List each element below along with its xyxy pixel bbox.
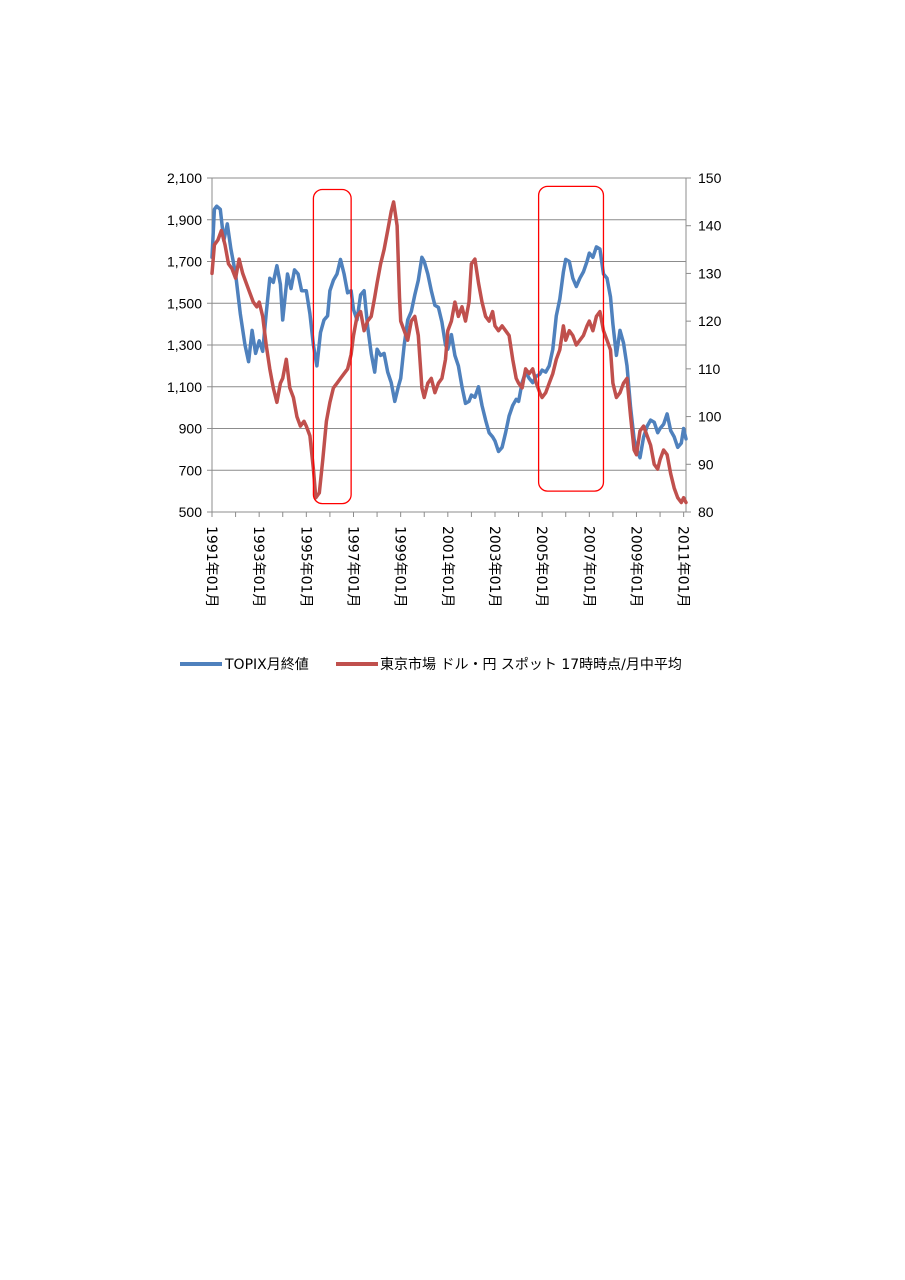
axes — [207, 177, 691, 517]
x-axis-tick-labels: 1991年01月 1993年01月 1995年01月 1997年01月 1999年01月… — [203, 526, 691, 607]
left-axis-tick-label: 2,100 — [167, 170, 202, 186]
x-axis-tick-label: 2007年01月 — [580, 526, 596, 607]
highlight-box-1 — [312, 188, 352, 505]
x-axis-tick-label: 2003年01月 — [486, 526, 502, 607]
series-lines — [210, 200, 688, 505]
left-axis-tick-label: 700 — [179, 462, 203, 478]
x-axis-tick-label: 1991年01月 — [203, 526, 219, 607]
right-axis-tick-label: 100 — [698, 409, 722, 425]
right-axis-tick-label: 140 — [698, 218, 722, 234]
x-axis-tick-label: 1997年01月 — [344, 526, 360, 607]
right-axis-tick-label: 80 — [698, 504, 714, 520]
left-axis-tick-label: 900 — [179, 421, 203, 437]
right-axis-tick-labels: 80 90 100 110 120 130 140 150 — [698, 170, 722, 520]
left-axis-tick-label: 1,300 — [167, 337, 202, 353]
left-axis-tick-label: 1,900 — [167, 212, 202, 228]
series-line-usdjpy — [210, 200, 688, 505]
legend-label-topix: TOPIX月終値 — [224, 657, 309, 673]
left-axis-tick-labels: 500 700 900 1,100 1,300 1,500 1,700 1,900 2,100 — [167, 170, 202, 520]
right-axis-tick-label: 110 — [698, 361, 721, 377]
legend-label-usdjpy: 東京市場 ドル・円 スポット 17時時点/月中平均 — [380, 656, 682, 673]
highlight-box-2 — [537, 185, 605, 492]
right-axis-tick-label: 90 — [698, 456, 714, 472]
x-axis-tick-label: 1993年01月 — [250, 526, 266, 607]
x-axis-tick-label: 1995年01月 — [297, 526, 313, 607]
x-axis-tick-label: 2001年01月 — [439, 526, 455, 607]
x-axis-tick-label: 2011年01月 — [675, 526, 691, 607]
highlight-boxes — [312, 185, 605, 505]
right-axis-tick-label: 120 — [698, 313, 722, 329]
x-axis-tick-label: 1999年01月 — [392, 526, 408, 607]
series-line-topix — [210, 204, 688, 460]
x-axis-tick-label: 2009年01月 — [627, 526, 643, 607]
left-axis-tick-label: 1,700 — [167, 254, 202, 270]
right-axis-tick-label: 150 — [698, 170, 722, 186]
right-axis-tick-label: 130 — [698, 265, 722, 281]
legend: TOPIX月終値 東京市場 ドル・円 スポット 17時時点/月中平均 — [180, 656, 682, 673]
x-axis-tick-label: 2005年01月 — [533, 526, 549, 607]
left-axis-tick-label: 1,500 — [167, 295, 202, 311]
left-axis-tick-label: 500 — [179, 504, 203, 520]
left-axis-tick-label: 1,100 — [167, 379, 202, 395]
